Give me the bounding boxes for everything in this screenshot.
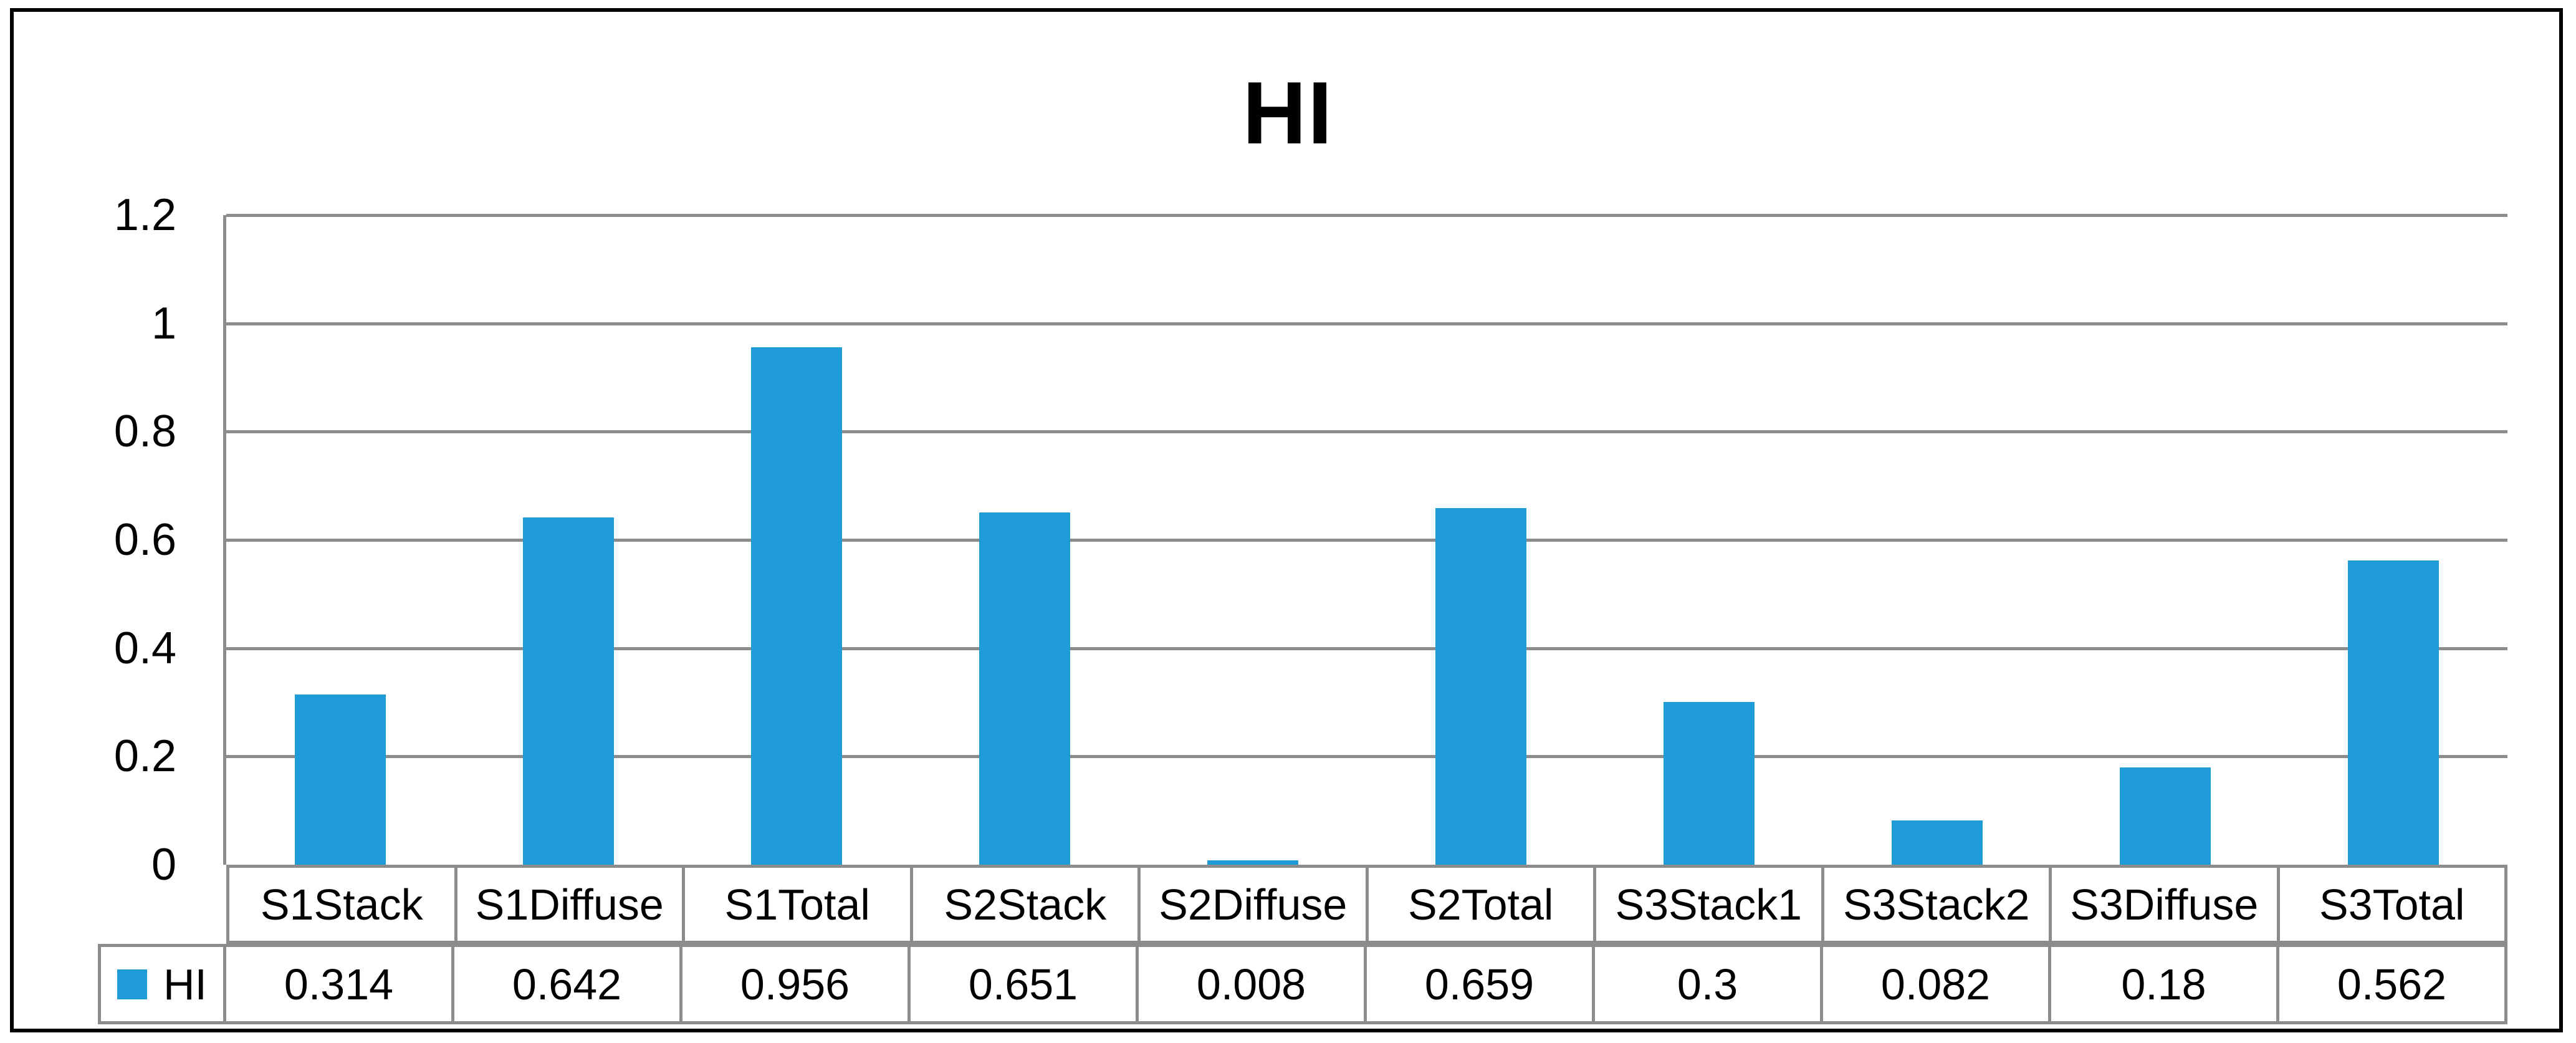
gridline-1.2	[226, 214, 2507, 217]
bar-slot-S2Stack	[911, 215, 1139, 865]
y-tick-label: 0.2	[113, 731, 176, 781]
value-cell-S2Total: 0.659	[1367, 947, 1595, 1021]
value-cell-S3Total: 0.562	[2337, 959, 2447, 1009]
value-cell-S1Diffuse: 0.642	[454, 947, 682, 1021]
bar-S3Total	[2348, 560, 2439, 865]
bar-slot-S3Stack2	[1823, 215, 2051, 865]
bar-slot-S3Total	[2279, 215, 2507, 865]
plot-area	[223, 214, 2507, 865]
category-cell-S1Total: S1Total	[685, 868, 913, 941]
y-axis-line	[223, 215, 226, 865]
bar-slot-S1Total	[682, 215, 911, 865]
bar-S3Stack2	[1892, 820, 1983, 865]
value-cell-S3Stack1: 0.3	[1595, 947, 1823, 1021]
value-cell-S3Diffuse: 0.18	[2051, 947, 2279, 1021]
bars-container	[226, 215, 2507, 865]
category-cell-S2Diffuse: S2Diffuse	[1141, 868, 1369, 941]
category-cell-S2Total: S2Total	[1369, 868, 1596, 941]
y-tick-label: 1	[151, 299, 176, 348]
category-cell-S3Stack2: S3Stack2	[1824, 868, 2052, 941]
bar-slot-S1Stack	[226, 215, 454, 865]
y-tick-label: 0.8	[113, 406, 176, 456]
legend-series-label: HI	[163, 959, 207, 1009]
value-cell-S1Total: 0.956	[682, 947, 911, 1021]
category-cell-S3Total: S3Total	[2319, 880, 2465, 929]
category-cell-S1Stack: S1Stack	[229, 868, 457, 941]
y-tick-label: 0.6	[113, 515, 176, 565]
bar-S1Diffuse	[523, 517, 614, 865]
bar-slot-S3Diffuse	[2051, 215, 2279, 865]
bar-slot-S2Diffuse	[1139, 215, 1367, 865]
legend-cell: HI	[101, 947, 226, 1021]
category-label-row: S1Stack S1Diffuse S1Total S2Stack S2Diffuse S…	[226, 865, 2507, 944]
data-table-value-row: HI 0.314 0.642 0.956 0.651 0.008 0.659 0.3 0.08…	[98, 944, 2507, 1024]
bar-S2Diffuse	[1207, 860, 1298, 865]
value-cell-S3Stack2: 0.082	[1823, 947, 2051, 1021]
gridline-0.4	[226, 647, 2507, 650]
bar-S1Total	[751, 347, 842, 865]
gridline-0.6	[226, 539, 2507, 542]
legend-swatch-icon	[117, 969, 147, 999]
bar-S2Stack	[979, 512, 1070, 865]
y-tick-label: 0.4	[113, 623, 176, 673]
bar-S2Total	[1435, 508, 1526, 865]
y-tick-label: 1.2	[113, 190, 176, 240]
category-cell-S1Diffuse: S1Diffuse	[457, 868, 685, 941]
gridline-0.2	[226, 755, 2507, 758]
y-tick-label: 0	[151, 840, 176, 890]
bar-slot-S1Diffuse	[454, 215, 682, 865]
category-cell-S3Stack1: S3Stack1	[1596, 868, 1824, 941]
value-cell-S2Diffuse: 0.008	[1139, 947, 1367, 1021]
bar-S1Stack	[295, 695, 386, 865]
bar-slot-S3Stack1	[1595, 215, 1823, 865]
category-cell-S2Stack: S2Stack	[913, 868, 1141, 941]
value-cell-S1Stack: 0.314	[226, 947, 454, 1021]
chart-title: HI	[1242, 64, 1334, 163]
bar-slot-S2Total	[1367, 215, 1595, 865]
gridline-0.8	[226, 430, 2507, 433]
value-cell-S2Stack: 0.651	[911, 947, 1139, 1021]
bar-S3Stack1	[1664, 702, 1755, 865]
y-axis-tick-labels: 0 0.2 0.4 0.6 0.8 1 1.2	[0, 190, 176, 890]
category-cell-S3Diffuse: S3Diffuse	[2052, 868, 2280, 941]
gridline-1	[226, 322, 2507, 325]
bar-S3Diffuse	[2120, 767, 2211, 865]
